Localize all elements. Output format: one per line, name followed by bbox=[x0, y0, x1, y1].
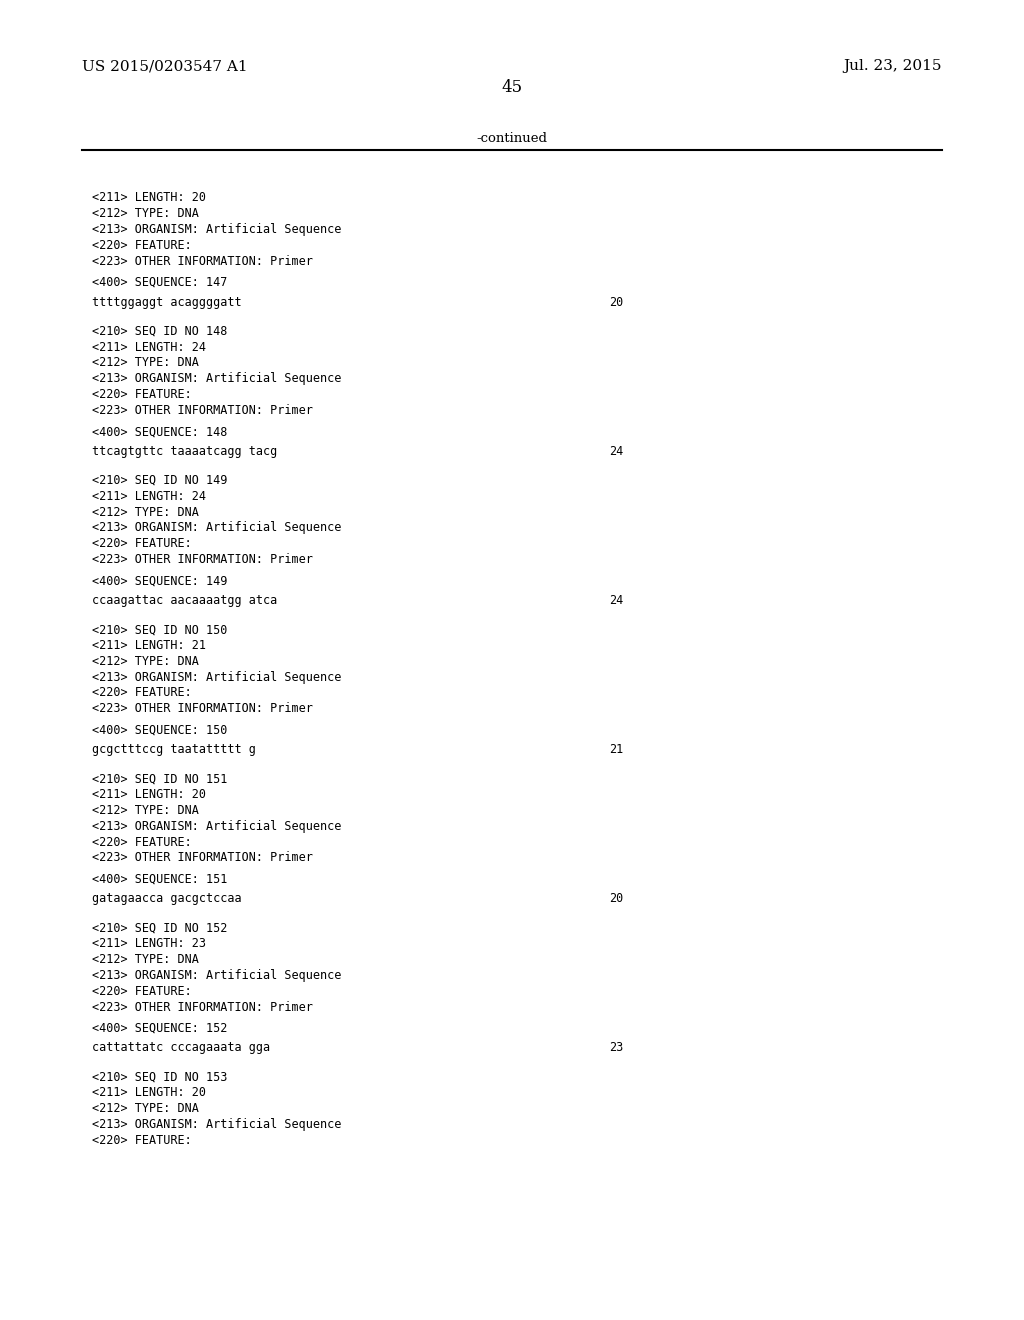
Text: <210> SEQ ID NO 152: <210> SEQ ID NO 152 bbox=[92, 921, 227, 935]
Text: <211> LENGTH: 24: <211> LENGTH: 24 bbox=[92, 341, 206, 354]
Text: <210> SEQ ID NO 151: <210> SEQ ID NO 151 bbox=[92, 772, 227, 785]
Text: US 2015/0203547 A1: US 2015/0203547 A1 bbox=[82, 59, 248, 74]
Text: <211> LENGTH: 21: <211> LENGTH: 21 bbox=[92, 639, 206, 652]
Text: <400> SEQUENCE: 149: <400> SEQUENCE: 149 bbox=[92, 574, 227, 587]
Text: <220> FEATURE:: <220> FEATURE: bbox=[92, 239, 191, 252]
Text: <223> OTHER INFORMATION: Primer: <223> OTHER INFORMATION: Primer bbox=[92, 851, 313, 865]
Text: <220> FEATURE:: <220> FEATURE: bbox=[92, 537, 191, 550]
Text: <223> OTHER INFORMATION: Primer: <223> OTHER INFORMATION: Primer bbox=[92, 404, 313, 417]
Text: <211> LENGTH: 23: <211> LENGTH: 23 bbox=[92, 937, 206, 950]
Text: <223> OTHER INFORMATION: Primer: <223> OTHER INFORMATION: Primer bbox=[92, 702, 313, 715]
Text: <212> TYPE: DNA: <212> TYPE: DNA bbox=[92, 207, 199, 220]
Text: <223> OTHER INFORMATION: Primer: <223> OTHER INFORMATION: Primer bbox=[92, 255, 313, 268]
Text: <220> FEATURE:: <220> FEATURE: bbox=[92, 1134, 191, 1147]
Text: 24: 24 bbox=[609, 445, 624, 458]
Text: <212> TYPE: DNA: <212> TYPE: DNA bbox=[92, 804, 199, 817]
Text: ttcagtgttc taaaatcagg tacg: ttcagtgttc taaaatcagg tacg bbox=[92, 445, 278, 458]
Text: <213> ORGANISM: Artificial Sequence: <213> ORGANISM: Artificial Sequence bbox=[92, 521, 342, 535]
Text: <400> SEQUENCE: 147: <400> SEQUENCE: 147 bbox=[92, 276, 227, 289]
Text: <213> ORGANISM: Artificial Sequence: <213> ORGANISM: Artificial Sequence bbox=[92, 671, 342, 684]
Text: <400> SEQUENCE: 148: <400> SEQUENCE: 148 bbox=[92, 425, 227, 438]
Text: <213> ORGANISM: Artificial Sequence: <213> ORGANISM: Artificial Sequence bbox=[92, 372, 342, 385]
Text: <212> TYPE: DNA: <212> TYPE: DNA bbox=[92, 356, 199, 370]
Text: 45: 45 bbox=[502, 79, 522, 96]
Text: Jul. 23, 2015: Jul. 23, 2015 bbox=[844, 59, 942, 74]
Text: <212> TYPE: DNA: <212> TYPE: DNA bbox=[92, 655, 199, 668]
Text: ttttggaggt acaggggatt: ttttggaggt acaggggatt bbox=[92, 296, 242, 309]
Text: 21: 21 bbox=[609, 743, 624, 756]
Text: <400> SEQUENCE: 151: <400> SEQUENCE: 151 bbox=[92, 873, 227, 886]
Text: <211> LENGTH: 20: <211> LENGTH: 20 bbox=[92, 191, 206, 205]
Text: <220> FEATURE:: <220> FEATURE: bbox=[92, 388, 191, 401]
Text: <223> OTHER INFORMATION: Primer: <223> OTHER INFORMATION: Primer bbox=[92, 553, 313, 566]
Text: <213> ORGANISM: Artificial Sequence: <213> ORGANISM: Artificial Sequence bbox=[92, 223, 342, 236]
Text: gcgctttccg taatattttt g: gcgctttccg taatattttt g bbox=[92, 743, 256, 756]
Text: <212> TYPE: DNA: <212> TYPE: DNA bbox=[92, 1102, 199, 1115]
Text: 20: 20 bbox=[609, 892, 624, 906]
Text: <213> ORGANISM: Artificial Sequence: <213> ORGANISM: Artificial Sequence bbox=[92, 969, 342, 982]
Text: cattattatc cccagaaata gga: cattattatc cccagaaata gga bbox=[92, 1041, 270, 1055]
Text: ccaagattac aacaaaatgg atca: ccaagattac aacaaaatgg atca bbox=[92, 594, 278, 607]
Text: <223> OTHER INFORMATION: Primer: <223> OTHER INFORMATION: Primer bbox=[92, 1001, 313, 1014]
Text: 20: 20 bbox=[609, 296, 624, 309]
Text: <211> LENGTH: 20: <211> LENGTH: 20 bbox=[92, 1086, 206, 1100]
Text: gatagaacca gacgctccaa: gatagaacca gacgctccaa bbox=[92, 892, 242, 906]
Text: 23: 23 bbox=[609, 1041, 624, 1055]
Text: <220> FEATURE:: <220> FEATURE: bbox=[92, 836, 191, 849]
Text: 24: 24 bbox=[609, 594, 624, 607]
Text: <210> SEQ ID NO 150: <210> SEQ ID NO 150 bbox=[92, 623, 227, 636]
Text: <220> FEATURE:: <220> FEATURE: bbox=[92, 686, 191, 700]
Text: <211> LENGTH: 24: <211> LENGTH: 24 bbox=[92, 490, 206, 503]
Text: <210> SEQ ID NO 149: <210> SEQ ID NO 149 bbox=[92, 474, 227, 487]
Text: <212> TYPE: DNA: <212> TYPE: DNA bbox=[92, 506, 199, 519]
Text: <213> ORGANISM: Artificial Sequence: <213> ORGANISM: Artificial Sequence bbox=[92, 820, 342, 833]
Text: <212> TYPE: DNA: <212> TYPE: DNA bbox=[92, 953, 199, 966]
Text: <400> SEQUENCE: 152: <400> SEQUENCE: 152 bbox=[92, 1022, 227, 1035]
Text: <210> SEQ ID NO 148: <210> SEQ ID NO 148 bbox=[92, 325, 227, 338]
Text: <213> ORGANISM: Artificial Sequence: <213> ORGANISM: Artificial Sequence bbox=[92, 1118, 342, 1131]
Text: <220> FEATURE:: <220> FEATURE: bbox=[92, 985, 191, 998]
Text: -continued: -continued bbox=[476, 132, 548, 145]
Text: <210> SEQ ID NO 153: <210> SEQ ID NO 153 bbox=[92, 1071, 227, 1084]
Text: <211> LENGTH: 20: <211> LENGTH: 20 bbox=[92, 788, 206, 801]
Text: <400> SEQUENCE: 150: <400> SEQUENCE: 150 bbox=[92, 723, 227, 737]
